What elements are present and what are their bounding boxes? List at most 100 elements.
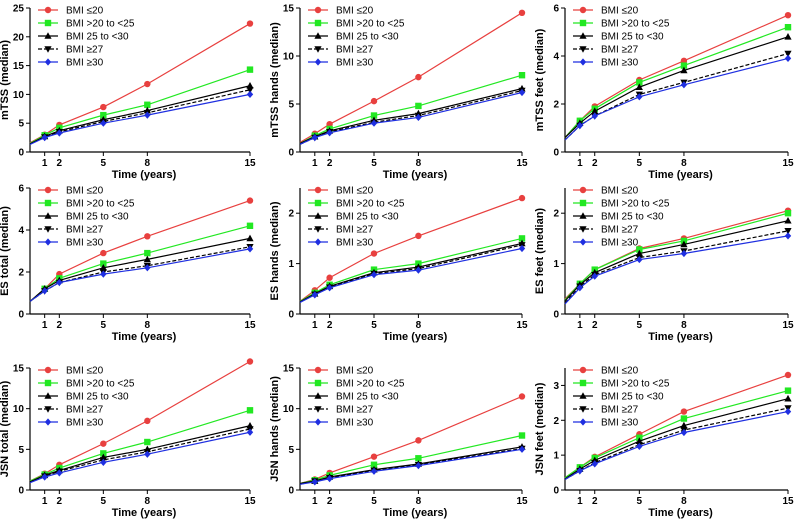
data-point: [576, 284, 584, 292]
data-point: [576, 467, 584, 475]
data-point: [246, 245, 254, 253]
legend-label: BMI ≤20: [336, 6, 374, 17]
data-point: [370, 453, 378, 460]
legend-label: BMI ≥27: [66, 405, 104, 416]
legend-marker: [314, 199, 322, 207]
series-line-4: [564, 230, 789, 304]
legend-marker: [579, 19, 587, 27]
legend-label: BMI >20 to <25: [66, 199, 135, 210]
legend-marker: [44, 238, 52, 246]
y-axis-title: mTSS hands (median): [269, 22, 281, 138]
x-axis-title: Time (years): [648, 331, 713, 343]
legend-marker: [314, 379, 322, 387]
legend-marker: [314, 418, 322, 426]
series-line-4: [299, 89, 523, 145]
series-line-5: [564, 410, 789, 481]
subplot-7: 0 5 10 15 1 2 5 8 15 Time (years) JSN total (media…: [0, 358, 256, 519]
y-tick-label: 15: [13, 364, 25, 375]
y-tick-label: 0: [553, 310, 559, 321]
data-point: [591, 112, 598, 120]
legend-marker: [579, 392, 587, 399]
series-line-3: [564, 220, 789, 302]
data-point: [143, 255, 151, 263]
data-point: [576, 122, 584, 130]
x-tick-label: 5: [371, 320, 377, 331]
legend-label: BMI ≤20: [66, 6, 104, 17]
legend-label: BMI ≥30: [66, 418, 104, 429]
y-tick-label: 1: [553, 259, 559, 270]
x-tick-label: 8: [416, 158, 422, 169]
series-line-5: [564, 57, 789, 141]
data-point: [144, 233, 151, 240]
y-axis-title: mTSS feet (median): [534, 28, 546, 131]
x-tick-label: 5: [637, 496, 643, 507]
y-tick-label: 0: [18, 486, 24, 497]
data-point: [636, 93, 643, 101]
x-tick-label: 15: [516, 320, 528, 331]
data-point: [326, 129, 333, 137]
legend-label: BMI ≤20: [601, 6, 639, 17]
data-point: [680, 66, 688, 74]
legend-label: BMI ≥27: [601, 405, 639, 416]
legend-label: BMI ≤20: [66, 186, 104, 197]
data-point: [370, 97, 378, 105]
data-point: [680, 421, 688, 429]
x-tick-label: 2: [592, 320, 598, 331]
x-tick-label: 2: [327, 158, 333, 169]
y-tick-label: 2: [18, 268, 24, 279]
y-tick-label: 0: [553, 486, 559, 497]
x-axis-title: Time (years): [112, 169, 177, 181]
legend-marker: [314, 366, 322, 374]
data-point: [144, 80, 151, 88]
x-tick-label: 15: [244, 320, 256, 331]
y-tick-label: 1: [553, 451, 559, 462]
y-tick-label: 0: [553, 148, 559, 159]
x-tick-label: 2: [327, 320, 333, 331]
data-point: [246, 86, 254, 94]
data-point: [518, 393, 526, 400]
y-tick-label: 2: [553, 100, 559, 111]
legend-marker: [314, 6, 322, 14]
legend-marker: [314, 58, 322, 66]
series-line-5: [29, 431, 251, 484]
x-tick-label: 1: [42, 496, 48, 507]
data-point: [311, 134, 318, 142]
data-point: [636, 79, 643, 86]
series-line-5: [299, 247, 523, 303]
series-line-3: [299, 242, 523, 303]
legend-marker: [314, 46, 322, 53]
data-point: [144, 417, 151, 425]
data-point: [311, 478, 318, 486]
data-point: [144, 450, 151, 458]
data-point: [246, 197, 254, 204]
x-tick-label: 1: [577, 496, 583, 507]
x-tick-label: 2: [592, 496, 598, 507]
series-line-1: [29, 23, 251, 144]
legend-marker: [44, 226, 52, 233]
data-point: [415, 102, 422, 110]
legend-marker: [579, 418, 587, 426]
data-point: [518, 432, 526, 439]
legend-marker: [44, 199, 52, 207]
data-point: [518, 445, 526, 453]
series-line-2: [29, 225, 251, 302]
legend-label: BMI ≥27: [336, 405, 374, 416]
x-tick-label: 5: [637, 320, 643, 331]
legend-label: BMI 25 to <30: [601, 212, 664, 223]
data-point: [246, 81, 254, 89]
data-point: [636, 246, 643, 253]
x-tick-label: 15: [244, 158, 256, 169]
data-point: [680, 428, 688, 437]
legend-marker: [314, 392, 322, 399]
data-point: [784, 407, 792, 416]
data-point: [636, 255, 643, 264]
legend-label: BMI ≥27: [601, 45, 639, 56]
x-tick-label: 15: [516, 158, 528, 169]
legend-label: BMI ≥27: [66, 45, 104, 56]
legend-marker: [44, 46, 52, 53]
x-tick-label: 5: [101, 158, 107, 169]
legend-marker: [579, 46, 587, 53]
